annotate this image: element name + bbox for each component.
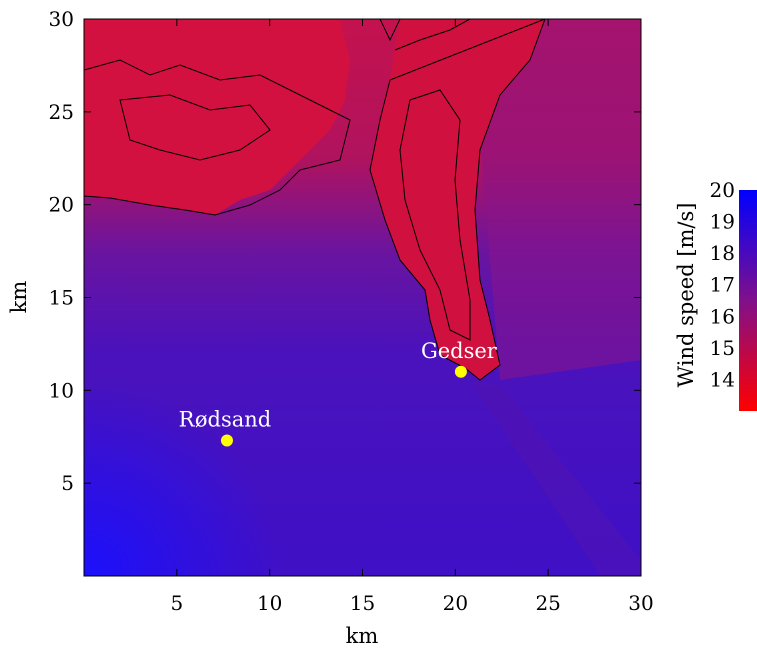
site-markers: Rødsand Gedser — [179, 339, 498, 447]
contour-lolland-inner — [119, 94, 271, 161]
y-tick-label: 20 — [49, 193, 74, 217]
x-tick-label: 5 — [170, 591, 183, 615]
contour-north-inlet — [379, 19, 401, 42]
colorbar-tick-label: 15 — [710, 336, 735, 360]
colorbar-tick-label: 14 — [710, 367, 735, 391]
colorbar-tick-label: 17 — [710, 273, 735, 297]
contour-falster-inner — [399, 89, 471, 341]
land-lolland — [84, 19, 350, 215]
wake-streak — [470, 380, 641, 576]
y-tick-label: 5 — [61, 471, 74, 495]
y-axis-ticks: 5 10 15 20 25 30 — [49, 7, 641, 495]
site-label: Gedser — [421, 339, 498, 363]
y-tick-label: 10 — [49, 378, 74, 402]
x-axis-ticks: 5 10 15 20 25 30 — [170, 19, 654, 615]
y-tick-label: 15 — [49, 286, 74, 310]
x-tick-label: 15 — [350, 591, 375, 615]
colorbar-tick-label: 16 — [710, 304, 735, 328]
x-tick-label: 20 — [443, 591, 468, 615]
heatmap-field — [84, 19, 641, 576]
colorbar-ticks: 14 15 16 17 18 19 20 — [710, 178, 735, 391]
site-label: Rødsand — [179, 407, 272, 431]
colorbar-tick-label: 20 — [710, 178, 735, 202]
east-sea-shade — [470, 19, 641, 380]
colorbar-tick-label: 19 — [710, 210, 735, 234]
site-marker — [220, 434, 233, 447]
coastline-lolland — [84, 59, 351, 216]
x-axis-label: km — [346, 624, 379, 648]
x-tick-label: 10 — [257, 591, 282, 615]
site-marker — [454, 365, 467, 378]
y-axis-label: km — [7, 281, 31, 314]
colorbar-label: Wind speed [m/s] — [674, 203, 698, 388]
y-tick-label: 25 — [49, 100, 74, 124]
x-tick-label: 30 — [628, 591, 653, 615]
colorbar-tick-label: 18 — [710, 241, 735, 265]
land-falster — [370, 19, 545, 380]
colorbar — [739, 190, 757, 411]
x-tick-label: 25 — [535, 591, 560, 615]
y-tick-label: 30 — [49, 7, 74, 31]
